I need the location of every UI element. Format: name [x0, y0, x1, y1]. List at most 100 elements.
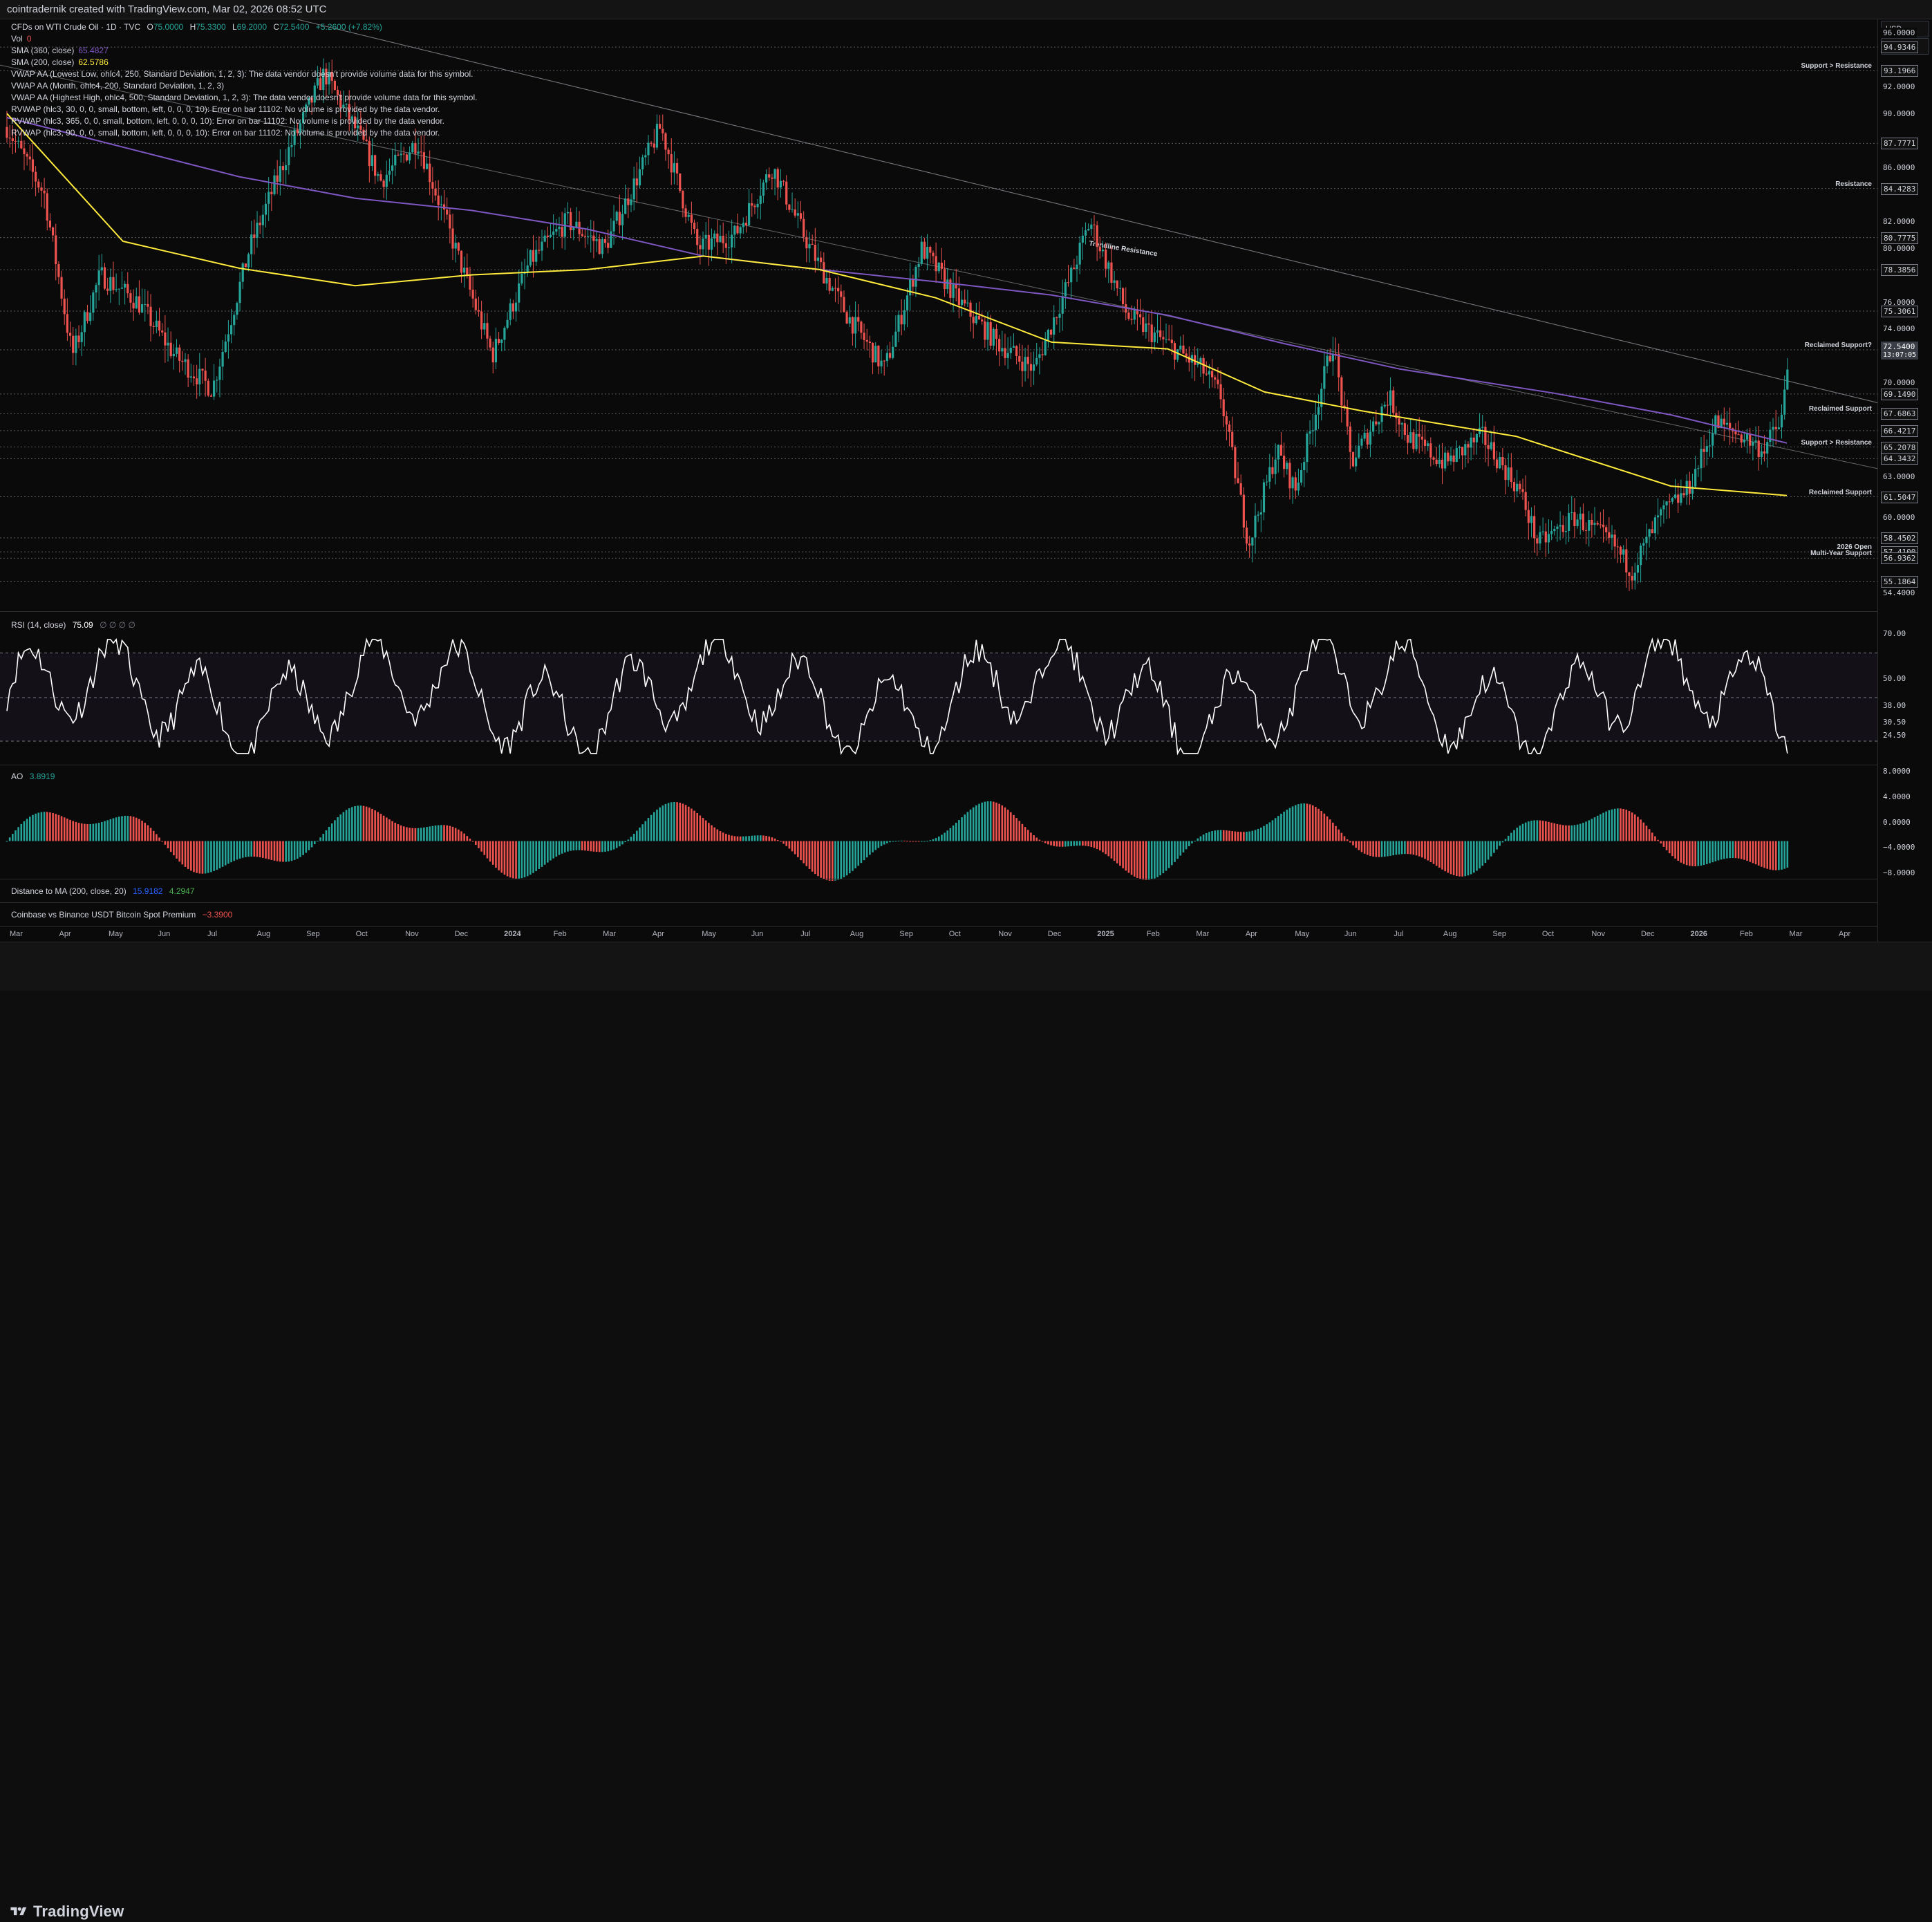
tradingview-logo-text: TradingView — [33, 1903, 124, 1920]
ao-bar — [529, 841, 532, 875]
ao-bar — [1645, 825, 1648, 841]
premium-legend[interactable]: Coinbase vs Binance USDT Bitcoin Spot Pr… — [11, 910, 232, 920]
candle — [1519, 480, 1521, 494]
symbol-legend[interactable]: CFDs on WTI Crude Oil · 1D · TVC O75.000… — [11, 22, 382, 32]
indicator-label[interactable]: SMA (200, close) — [11, 57, 75, 67]
rsi-legend[interactable]: RSI (14, close) 75.09 ∅ ∅ ∅ ∅ — [11, 620, 135, 630]
candle — [345, 103, 348, 117]
indicator-legend[interactable]: VWAP AA (Highest High, ohlc4, 500, Stand… — [11, 93, 477, 102]
chart-area[interactable]: Trendline Resistance CFDs on WTI Crude O… — [0, 19, 1877, 942]
ao-bar — [1484, 841, 1487, 864]
price-tick: 76.0000 — [1881, 297, 1917, 308]
ao-bar — [57, 814, 60, 841]
ao-bar — [1642, 822, 1645, 841]
ao-bar — [359, 805, 362, 841]
candle — [1645, 523, 1648, 561]
ao-bar — [1352, 841, 1354, 846]
ao-bar — [647, 818, 650, 841]
time-tick: Aug — [1443, 930, 1457, 938]
candle — [969, 300, 972, 332]
candle — [1435, 447, 1438, 467]
ao-label[interactable]: AO — [11, 772, 24, 781]
symbol-name[interactable]: CFDs on WTI Crude Oil · 1D · TVC — [11, 22, 141, 32]
candle — [816, 243, 820, 268]
candle — [503, 326, 506, 351]
indicator-label[interactable]: RVWAP (hlc3, 30, 0, 0, small, bottom, le… — [11, 104, 440, 114]
indicator-label[interactable]: Vol — [11, 34, 23, 44]
rsi-pane-separator[interactable] — [0, 611, 1877, 612]
rsi-label[interactable]: RSI (14, close) — [11, 620, 66, 630]
ao-bar — [118, 817, 120, 841]
candle — [1208, 364, 1211, 389]
candle — [216, 376, 218, 393]
ao-bar — [1461, 841, 1463, 877]
indicator-label[interactable]: VWAP AA (Lowest Low, ohlc4, 250, Standar… — [11, 69, 473, 79]
ao-bar — [1600, 814, 1602, 841]
candle — [610, 218, 612, 249]
indicator-legend[interactable]: VWAP AA (Month, ohlc4, 200, Standard Dev… — [11, 81, 224, 91]
premium-pane-separator[interactable] — [0, 902, 1877, 903]
candle — [1237, 462, 1239, 484]
time-axis[interactable]: Mar Apr May Jun Jul Aug Sep Oct Nov Dec 2024 Feb Mar… — [0, 926, 1877, 942]
indicator-legend[interactable]: RVWAP (hlc3, 30, 0, 0, small, bottom, le… — [11, 104, 440, 114]
candle — [322, 58, 325, 104]
ao-bar — [1415, 841, 1418, 856]
indicator-label[interactable]: RVWAP (hlc3, 365, 0, 0, small, bottom, l… — [11, 116, 444, 126]
indicator-legend[interactable]: Vol 0 — [11, 34, 31, 44]
ao-bar — [1470, 841, 1472, 875]
ao-bar — [1171, 841, 1173, 866]
ao-legend[interactable]: AO 3.8919 — [11, 772, 55, 781]
ao-bar — [780, 841, 782, 842]
dist-ma-legend[interactable]: Distance to MA (200, close, 20) 15.9182 … — [11, 886, 195, 896]
premium-label[interactable]: Coinbase vs Binance USDT Bitcoin Spot Pr… — [11, 910, 196, 920]
indicator-label[interactable]: SMA (360, close) — [11, 46, 75, 55]
ao-bar — [273, 841, 276, 861]
candle — [486, 312, 489, 350]
candle — [233, 311, 236, 336]
candle — [1682, 486, 1685, 498]
price-axis[interactable]: USD BLL 96.000092.000090.000086.000082.0… — [1877, 19, 1932, 942]
candle — [1170, 325, 1173, 355]
dist-ma-label[interactable]: Distance to MA (200, close, 20) — [11, 886, 126, 896]
ao-bar — [578, 841, 581, 850]
ao-bar — [1412, 841, 1415, 855]
ao-bar — [1136, 841, 1138, 878]
tradingview-logo-icon — [10, 1907, 27, 1916]
indicator-legend[interactable]: RVWAP (hlc3, 90, 0, 0, small, bottom, le… — [11, 128, 440, 138]
indicator-label[interactable]: VWAP AA (Month, ohlc4, 200, Standard Dev… — [11, 81, 225, 91]
indicator-legend[interactable]: VWAP AA (Lowest Low, ohlc4, 250, Standar… — [11, 69, 473, 79]
candles[interactable] — [6, 58, 1789, 591]
ao-bar — [147, 825, 149, 841]
ao-bar — [935, 838, 937, 841]
candle — [1510, 453, 1512, 489]
candle — [1214, 375, 1217, 389]
candle — [357, 111, 359, 141]
candle — [883, 360, 885, 376]
ao-bar — [1058, 841, 1061, 847]
indicator-legend[interactable]: SMA (360, close) 65.4827 — [11, 46, 109, 55]
ao-bar — [210, 841, 212, 873]
tradingview-logo[interactable]: TradingView — [8, 1901, 124, 1922]
candle — [1725, 411, 1729, 429]
level-annotation: Reclaimed Support? — [1804, 341, 1872, 349]
candle — [434, 180, 437, 201]
ao-bar — [354, 805, 356, 841]
indicator-label[interactable]: RVWAP (hlc3, 90, 0, 0, small, bottom, le… — [11, 128, 440, 138]
ao-bar — [483, 841, 486, 855]
candle — [207, 378, 209, 398]
ao-bar — [391, 821, 393, 841]
chart-svg[interactable]: Trendline Resistance — [0, 19, 1877, 942]
ao-bar — [771, 837, 773, 841]
ao-bar — [1611, 809, 1613, 841]
ao-bar — [1761, 841, 1763, 867]
ao-bar — [704, 820, 707, 841]
ao-bar — [466, 836, 469, 841]
price-tick: 92.0000 — [1881, 82, 1917, 93]
indicator-legend[interactable]: SMA (200, close) 62.5786 — [11, 57, 109, 67]
indicator-legend[interactable]: RVWAP (hlc3, 365, 0, 0, small, bottom, l… — [11, 116, 444, 126]
candle — [506, 312, 509, 330]
price-level-label: 84.4283 — [1881, 183, 1919, 195]
level-annotation: Multi-Year Support — [1810, 550, 1872, 558]
ao-bar — [823, 841, 825, 879]
indicator-label[interactable]: VWAP AA (Highest High, ohlc4, 500, Stand… — [11, 93, 478, 102]
